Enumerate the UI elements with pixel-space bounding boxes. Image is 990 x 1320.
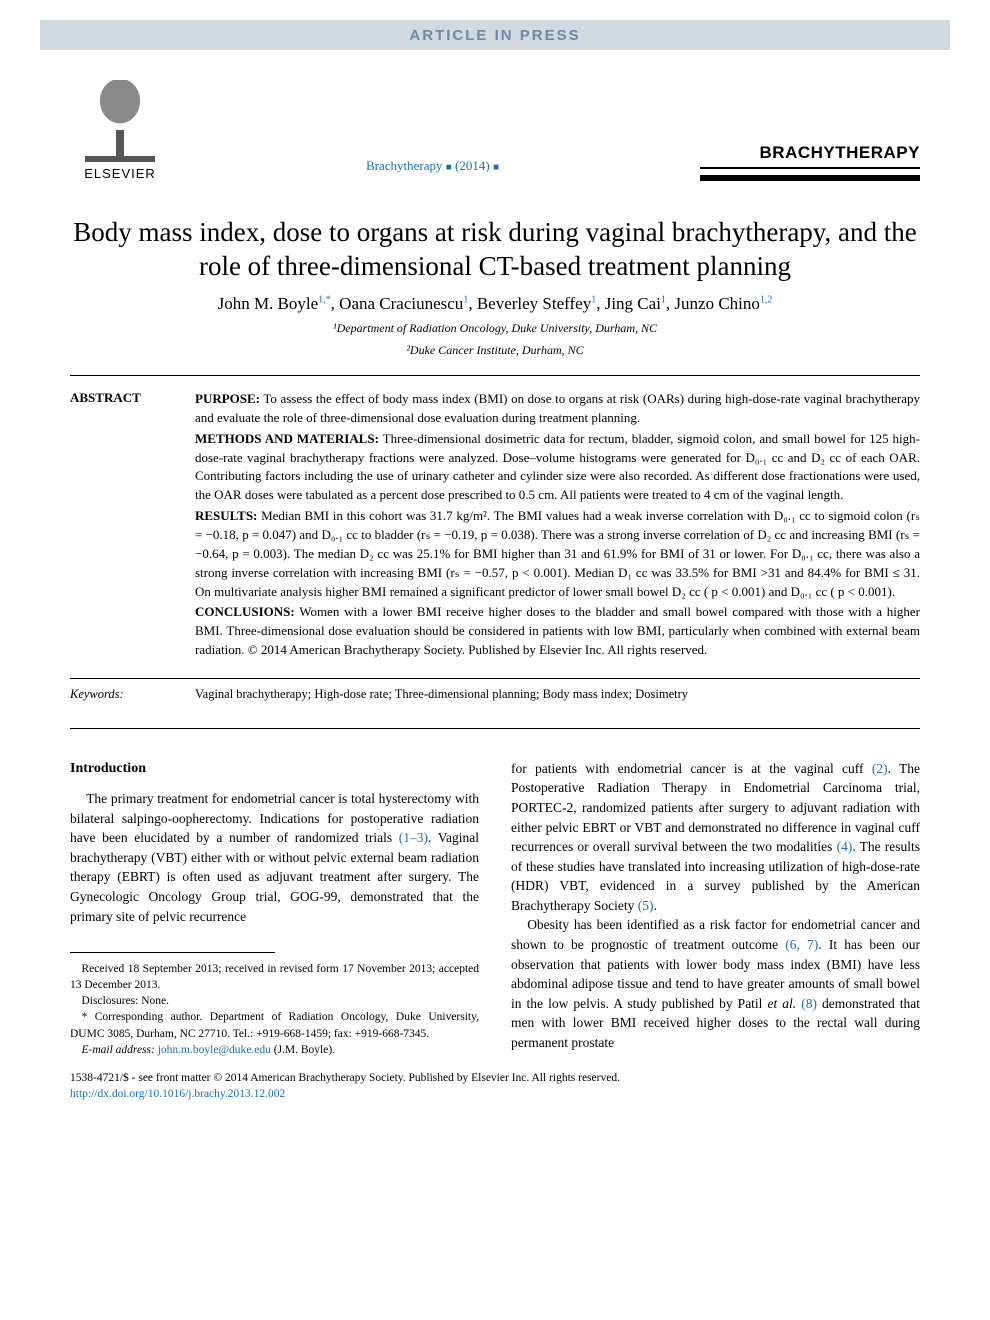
square-icon: ■ bbox=[493, 162, 499, 173]
intro-para-1: The primary treatment for endometrial ca… bbox=[70, 789, 479, 926]
logo-thin-bar bbox=[700, 167, 920, 169]
affiliation-1: ¹Department of Radiation Oncology, Duke … bbox=[70, 320, 920, 337]
intro-para-cont: for patients with endometrial cancer is … bbox=[511, 759, 920, 916]
square-icon: ■ bbox=[446, 162, 452, 173]
ref-2[interactable]: (2) bbox=[872, 761, 888, 776]
left-column: Introduction The primary treatment for e… bbox=[70, 759, 479, 1058]
publisher-label: ELSEVIER bbox=[75, 166, 165, 181]
abstract-methods: METHODS AND MATERIALS: Three-dimensional… bbox=[195, 430, 920, 505]
intro-r1d: . bbox=[653, 898, 656, 913]
press-banner-text: ARTICLE IN PRESS bbox=[409, 27, 580, 44]
footnotes: Received 18 September 2013; received in … bbox=[70, 961, 479, 1058]
publisher-block: ELSEVIER bbox=[75, 80, 165, 181]
results-label: RESULTS: bbox=[195, 508, 257, 523]
title-block: Body mass index, dose to organs at risk … bbox=[0, 191, 990, 359]
methods-label: METHODS AND MATERIALS: bbox=[195, 431, 379, 446]
citation-link[interactable]: Brachytherapy ■ (2014) ■ bbox=[366, 158, 499, 173]
citation-link-block: Brachytherapy ■ (2014) ■ bbox=[165, 157, 700, 181]
header-row: ELSEVIER Brachytherapy ■ (2014) ■ BRACHY… bbox=[0, 50, 990, 191]
affiliation-2: ²Duke Cancer Institute, Durham, NC bbox=[70, 342, 920, 359]
keywords-label: Keywords: bbox=[70, 687, 195, 702]
ref-6-7[interactable]: (6, 7) bbox=[785, 937, 818, 952]
journal-logo: BRACHYTHERAPY bbox=[700, 143, 920, 181]
results-text: Median BMI in this cohort was 31.7 kg/m²… bbox=[195, 508, 920, 598]
footer: 1538-4721/$ - see front matter © 2014 Am… bbox=[0, 1058, 990, 1142]
ref-1-3[interactable]: (1–3) bbox=[399, 830, 428, 845]
elsevier-tree-icon bbox=[85, 80, 155, 160]
abstract-body: PURPOSE: To assess the effect of body ma… bbox=[195, 390, 920, 662]
keywords-row: Keywords: Vaginal brachytherapy; High-do… bbox=[0, 679, 990, 712]
footnote-email: E-mail address: john.m.boyle@duke.edu (J… bbox=[70, 1042, 479, 1058]
abstract-results: RESULTS: Median BMI in this cohort was 3… bbox=[195, 507, 920, 601]
footnote-corresponding: * Corresponding author. Department of Ra… bbox=[70, 1009, 479, 1041]
purpose-text: To assess the effect of body mass index … bbox=[195, 391, 920, 425]
article-title: Body mass index, dose to organs at risk … bbox=[70, 216, 920, 284]
email-name: (J.M. Boyle). bbox=[274, 1044, 335, 1056]
email-label: E-mail address: bbox=[82, 1044, 155, 1056]
abstract-purpose: PURPOSE: To assess the effect of body ma… bbox=[195, 390, 920, 428]
copyright-line: 1538-4721/$ - see front matter © 2014 Am… bbox=[70, 1070, 920, 1086]
email-address[interactable]: john.m.boyle@duke.edu bbox=[158, 1044, 271, 1056]
journal-name: BRACHYTHERAPY bbox=[700, 143, 920, 163]
etal: et al. bbox=[767, 996, 796, 1011]
body-columns: Introduction The primary treatment for e… bbox=[0, 729, 990, 1058]
abstract-conclusions: CONCLUSIONS: Women with a lower BMI rece… bbox=[195, 603, 920, 660]
ref-8[interactable]: (8) bbox=[801, 996, 817, 1011]
footnote-separator bbox=[70, 952, 275, 953]
citation-year: (2014) bbox=[455, 158, 490, 173]
intro-para-2: Obesity has been identified as a risk fa… bbox=[511, 915, 920, 1052]
article-page: ARTICLE IN PRESS ELSEVIER Brachytherapy … bbox=[0, 20, 990, 1142]
doi-link[interactable]: http://dx.doi.org/10.1016/j.brachy.2013.… bbox=[70, 1086, 920, 1102]
conclusions-label: CONCLUSIONS: bbox=[195, 604, 295, 619]
press-banner: ARTICLE IN PRESS bbox=[40, 20, 950, 50]
abstract-block: ABSTRACT PURPOSE: To assess the effect o… bbox=[0, 376, 990, 662]
right-column: for patients with endometrial cancer is … bbox=[511, 759, 920, 1058]
intro-heading: Introduction bbox=[70, 759, 479, 779]
citation-journal: Brachytherapy bbox=[366, 158, 443, 173]
intro-r1a: for patients with endometrial cancer is … bbox=[511, 761, 872, 776]
conclusions-text: Women with a lower BMI receive higher do… bbox=[195, 604, 920, 657]
abstract-label: ABSTRACT bbox=[70, 390, 195, 662]
ref-4[interactable]: (4) bbox=[837, 839, 853, 854]
footnote-disclosures: Disclosures: None. bbox=[70, 993, 479, 1009]
author-list: John M. Boyle1,*, Oana Craciunescu1, Bev… bbox=[70, 294, 920, 314]
logo-thick-bar bbox=[700, 175, 920, 181]
ref-5[interactable]: (5) bbox=[638, 898, 654, 913]
footnote-received: Received 18 September 2013; received in … bbox=[70, 961, 479, 993]
keywords-text: Vaginal brachytherapy; High-dose rate; T… bbox=[195, 687, 920, 702]
purpose-label: PURPOSE: bbox=[195, 391, 260, 406]
